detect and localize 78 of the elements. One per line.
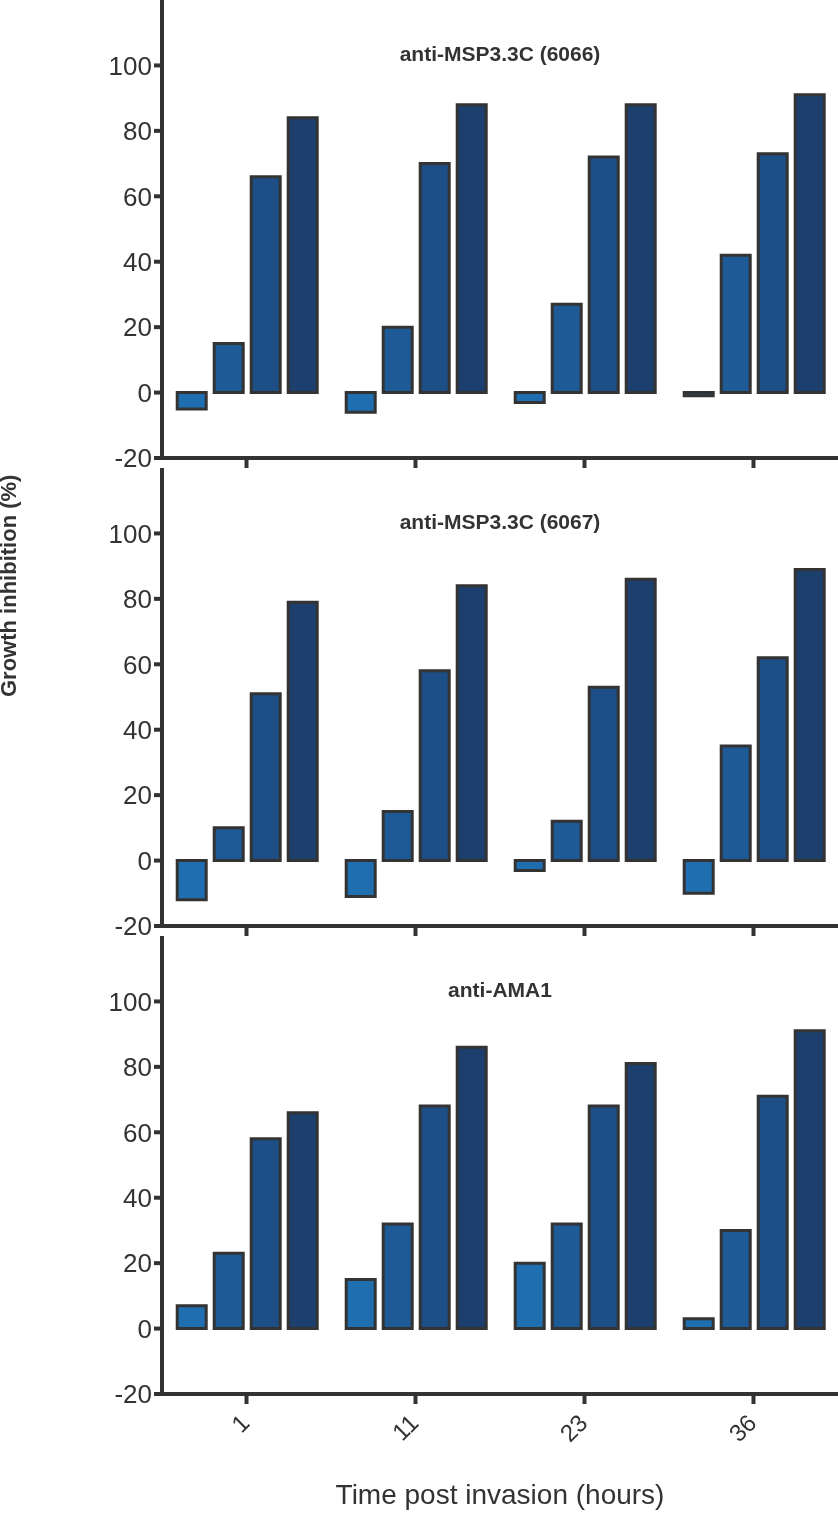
bar [175, 859, 208, 902]
bar [682, 1317, 715, 1331]
y-tick-label: 60 [123, 181, 152, 212]
bar [212, 826, 245, 863]
x-tick-label: 11 [386, 1408, 424, 1446]
bar [756, 1094, 789, 1331]
bar [249, 175, 282, 395]
bar [286, 600, 319, 863]
bar [719, 253, 752, 395]
x-tick-label: 1 [225, 1408, 255, 1438]
bar [455, 1045, 488, 1331]
y-tick-label: 100 [108, 518, 152, 549]
y-tick-label: 0 [137, 377, 152, 408]
y-tick-label: 60 [123, 1117, 152, 1148]
bar [756, 656, 789, 863]
bar [249, 692, 282, 863]
bar [513, 391, 546, 404]
y-axis-title: Growth inhibition (%) [0, 474, 21, 697]
bar [624, 1062, 657, 1331]
bar [587, 155, 620, 395]
bar [175, 391, 208, 411]
bar [344, 1278, 377, 1331]
y-tick-label: 80 [123, 584, 152, 615]
y-tick-label: -20 [114, 443, 152, 474]
bar [381, 1222, 414, 1331]
bar [381, 325, 414, 395]
text: anti-MSP3.3C (6066) [398, 42, 602, 66]
bar [212, 1251, 245, 1331]
y-tick-label: 60 [123, 649, 152, 680]
y-tick-label: -20 [114, 1379, 152, 1410]
y-tick-label: 0 [137, 1313, 152, 1344]
bar [682, 391, 715, 398]
text: anti-MSP3.3C (6067) [398, 510, 602, 534]
y-tick-label: -20 [114, 911, 152, 942]
x-tick-label: 23 [554, 1408, 593, 1447]
y-tick-label: 100 [108, 986, 152, 1017]
y-tick-label: 0 [137, 845, 152, 876]
bar [587, 685, 620, 863]
bar [455, 103, 488, 395]
y-tick-label: 40 [123, 246, 152, 277]
y-tick-label: 100 [108, 50, 152, 81]
bar [793, 1029, 826, 1331]
y-tick-label: 80 [123, 116, 152, 147]
y-tick-label: 80 [123, 1052, 152, 1083]
bar [550, 302, 583, 395]
bar [381, 810, 414, 863]
y-tick-label: 20 [123, 312, 152, 343]
y-tick-label: 40 [123, 714, 152, 745]
bar [513, 1261, 546, 1331]
bar [550, 1222, 583, 1331]
bar [682, 859, 715, 895]
bar [418, 162, 451, 395]
bar [587, 1104, 620, 1331]
bar [513, 859, 546, 872]
bar [286, 116, 319, 395]
y-tick-label: 20 [123, 1248, 152, 1279]
text: anti-AMA1 [447, 978, 553, 1002]
bar [418, 669, 451, 863]
bar [756, 152, 789, 395]
bar [175, 1304, 208, 1331]
bar [719, 1228, 752, 1331]
bar [455, 584, 488, 863]
bar [550, 819, 583, 863]
bar [793, 567, 826, 863]
x-tick-label: 36 [723, 1408, 762, 1447]
bar [624, 103, 657, 395]
bar [418, 1104, 451, 1331]
bar [624, 577, 657, 863]
bar [344, 391, 377, 414]
bar [344, 859, 377, 899]
bar [286, 1111, 319, 1331]
bar [249, 1137, 282, 1331]
x-axis-title: Time post invasion (hours) [335, 1478, 665, 1510]
y-tick-label: 20 [123, 780, 152, 811]
bar [719, 744, 752, 863]
bar [212, 342, 245, 395]
bar [793, 93, 826, 395]
y-tick-label: 40 [123, 1182, 152, 1213]
